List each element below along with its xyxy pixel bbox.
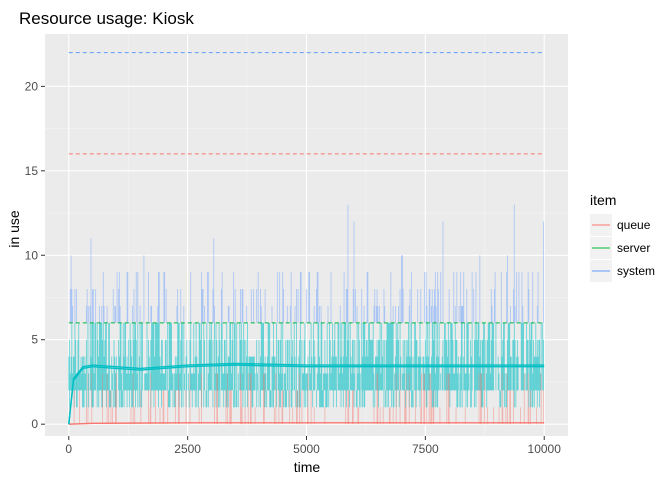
y-tick-label: 20: [25, 79, 39, 93]
x-tick-label: 5000: [293, 442, 320, 456]
server-mean-line: [68, 364, 545, 425]
legend-label-server: server: [617, 241, 650, 255]
y-tick-label: 0: [31, 417, 38, 431]
major-gridlines: [45, 34, 568, 436]
capacity-lines: [68, 52, 545, 324]
y-tick-label: 10: [25, 248, 39, 262]
x-tick-label: 7500: [412, 442, 439, 456]
chart-title: Resource usage: Kiosk: [19, 9, 194, 28]
usage-spikes: [68, 204, 544, 425]
y-tick-label: 5: [31, 333, 38, 347]
legend-label-system: system: [617, 264, 655, 278]
legend-label-queue: queue: [617, 218, 651, 232]
legend: item queue server system: [590, 192, 655, 282]
x-axis-title: time: [294, 459, 321, 475]
mean-lines: [68, 362, 545, 425]
x-axis: 0 2500 5000 7500 10000: [65, 436, 561, 456]
y-tick-label: 15: [25, 164, 39, 178]
legend-title: item: [590, 192, 616, 208]
x-tick-label: 10000: [528, 442, 562, 456]
system-mean-line: [68, 362, 545, 425]
queue-mean-line: [68, 422, 545, 425]
y-axis: 0 5 10 15 20: [25, 79, 45, 431]
y-axis-title: in use: [6, 210, 22, 248]
x-tick-label: 0: [65, 442, 72, 456]
x-tick-label: 2500: [174, 442, 201, 456]
